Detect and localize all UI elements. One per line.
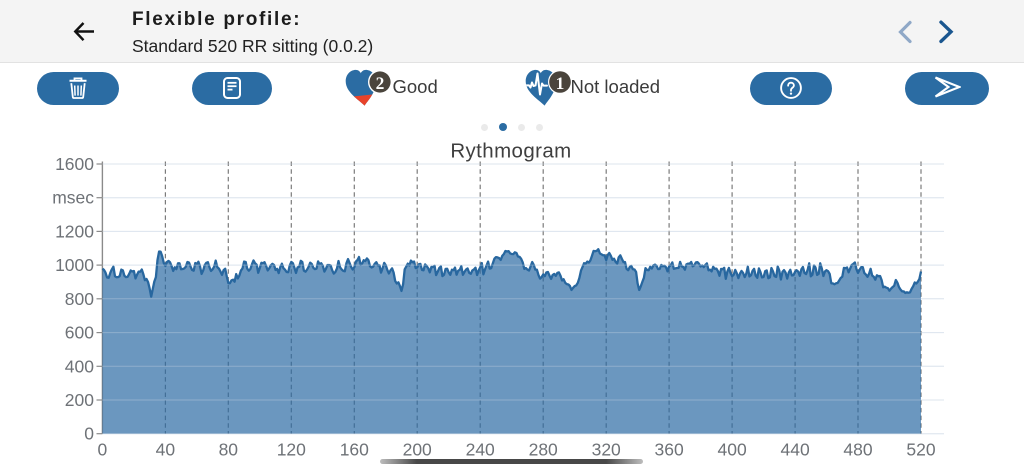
svg-text:440: 440: [780, 440, 809, 460]
svg-text:1600: 1600: [55, 154, 94, 174]
svg-text:0: 0: [84, 424, 94, 444]
svg-text:120: 120: [277, 440, 306, 460]
svg-text:280: 280: [529, 440, 558, 460]
svg-text:200: 200: [65, 390, 94, 410]
svg-text:1200: 1200: [55, 221, 94, 241]
svg-text:480: 480: [843, 440, 872, 460]
svg-text:400: 400: [717, 440, 746, 460]
svg-text:200: 200: [403, 440, 432, 460]
svg-text:240: 240: [466, 440, 495, 460]
svg-text:400: 400: [65, 356, 94, 376]
svg-text:80: 80: [219, 440, 239, 460]
svg-text:1000: 1000: [55, 255, 94, 275]
svg-text:40: 40: [156, 440, 176, 460]
svg-text:600: 600: [65, 323, 94, 343]
svg-text:0: 0: [98, 440, 108, 460]
svg-text:320: 320: [592, 440, 621, 460]
svg-text:800: 800: [65, 289, 94, 309]
svg-text:520: 520: [906, 440, 935, 460]
svg-text:160: 160: [340, 440, 369, 460]
svg-text:msec: msec: [52, 188, 94, 208]
svg-text:360: 360: [654, 440, 683, 460]
svg-text:Rythmogram: Rythmogram: [450, 140, 571, 162]
